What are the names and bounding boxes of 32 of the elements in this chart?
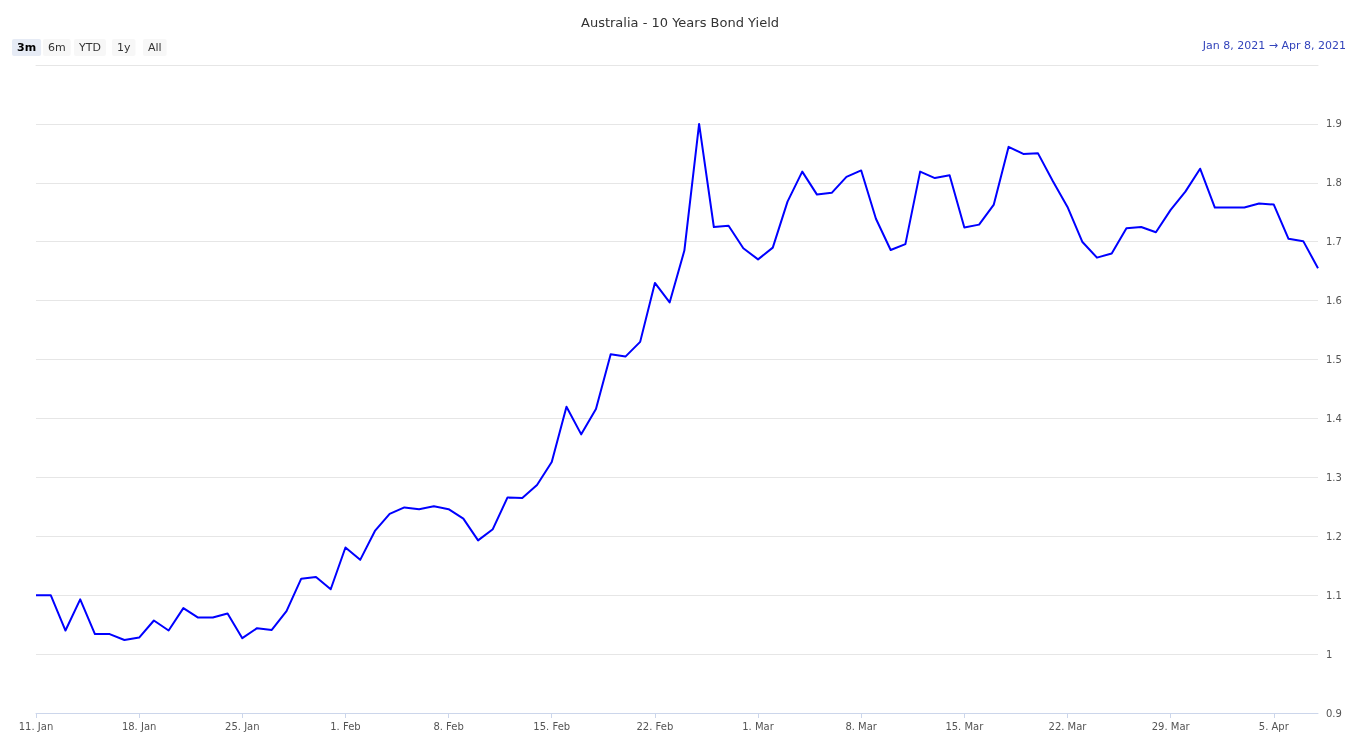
y-tick-label: 1.7 [1326,236,1342,248]
chart-title: Australia - 10 Years Bond Yield [580,15,780,30]
line-series [35,122,1319,641]
x-tick-label: 18. Jan [121,720,157,732]
y-tick-label: 1.5 [1326,354,1342,366]
x-tick-label: 1. Feb [330,720,361,732]
x-tick-label: 1. Mar [742,720,775,732]
x-tick-label: 25. Jan [225,720,260,732]
x-tick-label: 29. Mar [1151,720,1191,732]
x-tick-label: 11. Jan [18,720,54,732]
x-tick-label: 15. Feb [533,720,571,732]
y-tick-label: 1 [1326,648,1333,660]
y-tick-label: 1.3 [1326,471,1342,483]
x-tick-label: 8. Mar [845,720,878,732]
y-tick-label: 1.1 [1326,589,1342,601]
y-tick-label: 1.2 [1326,530,1342,542]
y-tick-label: 1.4 [1326,412,1342,424]
x-tick-label: 5. Apr [1258,720,1290,732]
y-tick-label: 1.6 [1326,295,1342,307]
text: 3m [17,41,37,54]
x-tick-label: 15. Mar [945,720,985,732]
y-tick-label: 0.9 [1326,707,1342,719]
x-tick-label: 8. Feb [433,720,464,732]
text: 1y [117,41,131,54]
text: YTD [78,41,101,54]
x-tick-label: 22. Feb [636,720,674,732]
x-tick-label: 22. Mar [1048,720,1088,732]
text: All [148,41,162,54]
text: 6m [48,41,66,54]
y-tick-label: 1.9 [1326,118,1342,130]
text: Jan 8, 2021 → Apr 8, 2021 [1201,39,1347,52]
y-tick-label: 1.8 [1326,177,1342,189]
